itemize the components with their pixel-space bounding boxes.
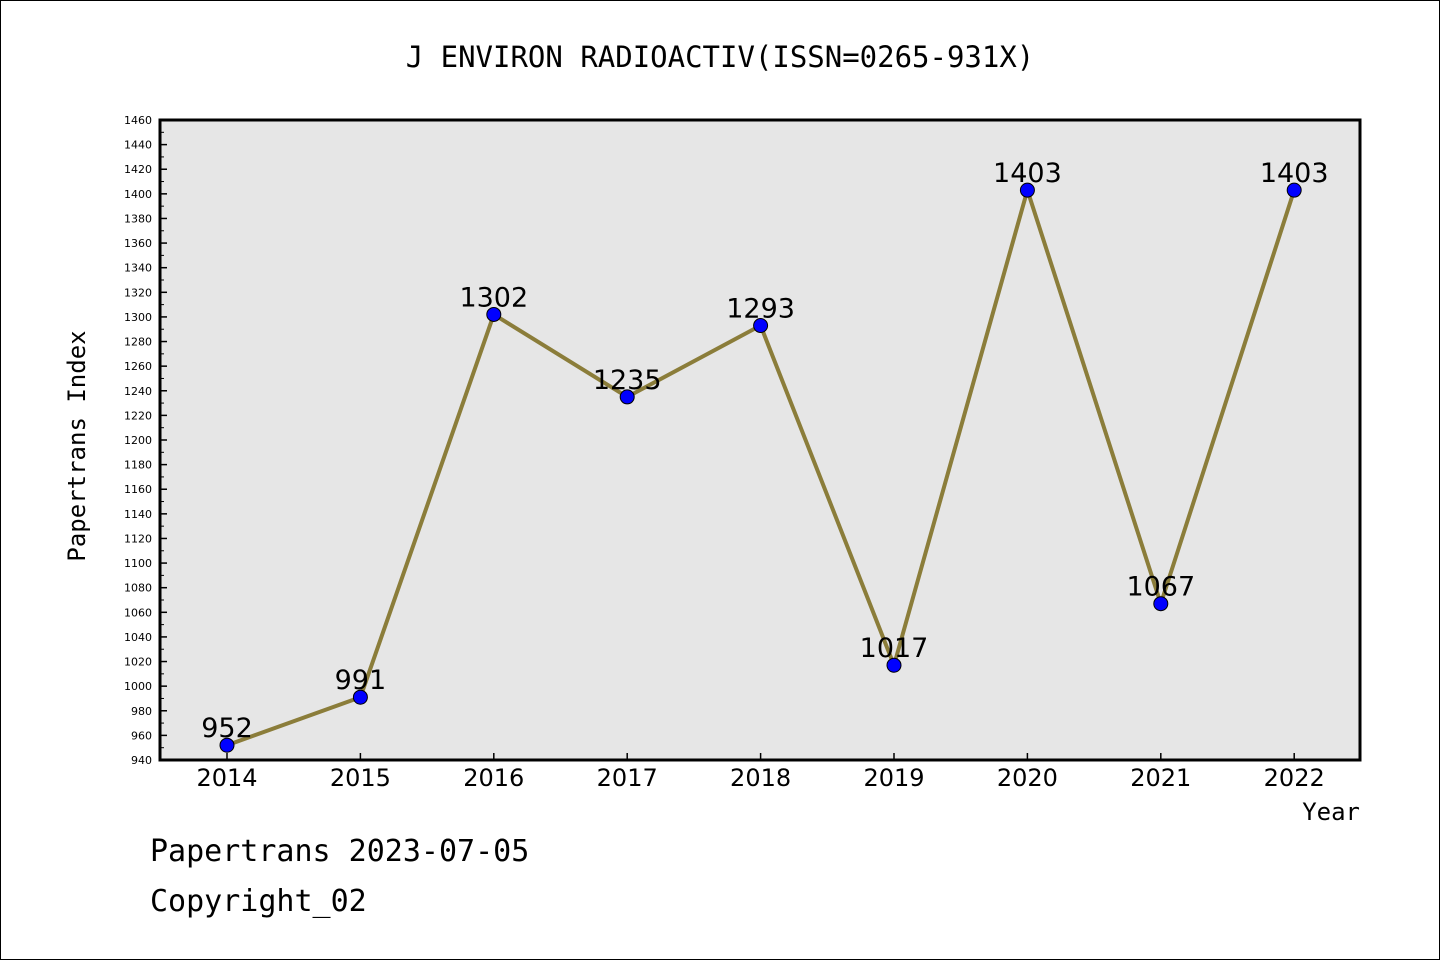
data-point [753,318,769,334]
x-tick-label: 2016 [463,764,524,792]
y-tick-label: 1220 [124,409,152,422]
y-tick-label: 1160 [124,483,152,496]
y-tick-label: 1340 [124,262,152,275]
y-tick-label: 1440 [124,139,152,152]
y-tick-label: 1460 [124,114,152,127]
data-point [1019,182,1035,198]
y-tick-label: 1060 [124,606,152,619]
y-tick-label: 1360 [124,237,152,250]
x-tick-label: 2019 [863,764,924,792]
x-axis-label: Year [1302,798,1360,826]
y-tick-label: 1320 [124,286,152,299]
y-tick-label: 960 [131,729,152,742]
y-tick-label: 1240 [124,385,152,398]
data-label: 1403 [1260,158,1329,189]
y-axis-label: Papertrans Index [63,330,91,561]
y-tick-label: 1080 [124,582,152,595]
data-labels: 952 991 1302 1235 1293 1017 1403 1067 1403 [201,158,1328,744]
y-axis: 940 960 980 1000 1020 1040 1060 1080 1100 1120 114… [124,114,167,767]
y-tick-label: 1140 [124,508,152,521]
y-tick-label: 1040 [124,631,152,644]
y-tick-label: 940 [131,754,152,767]
x-tick-label: 2015 [330,764,391,792]
y-tick-label: 1420 [124,163,152,176]
y-tick-label: 1180 [124,459,152,472]
footer-date: Papertrans 2023-07-05 [150,834,530,869]
data-label: 1293 [726,294,795,325]
plot-area [158,118,1362,762]
y-tick-label: 1020 [124,656,152,669]
x-tick-label: 2017 [597,764,658,792]
x-tick-label: 2022 [1264,764,1325,792]
y-tick-label: 1300 [124,311,152,324]
x-tick-label: 2020 [997,764,1058,792]
x-tick-label: 2014 [196,764,257,792]
y-tick-label: 1120 [124,532,152,545]
data-label: 1403 [993,158,1062,189]
y-tick-label: 1380 [124,212,152,225]
y-tick-label: 1400 [124,188,152,201]
data-point [619,389,635,405]
data-label: 1017 [860,633,929,664]
data-label: 1235 [593,365,662,396]
data-label: 1067 [1126,572,1195,603]
data-point [219,737,235,753]
data-label: 1302 [459,282,528,313]
y-tick-label: 1200 [124,434,152,447]
x-tick-label: 2018 [730,764,791,792]
data-point [352,689,368,705]
data-point [486,306,502,322]
y-tick-label: 1000 [124,680,152,693]
data-point [1153,596,1169,612]
data-point [1286,182,1302,198]
data-point [886,657,902,673]
data-points [219,182,1302,753]
y-tick-label: 1100 [124,557,152,570]
y-tick-label: 1280 [124,336,152,349]
data-label: 991 [335,665,387,696]
x-axis: 2014 2015 2016 2017 2018 2019 2020 2021 2022 [196,753,1325,792]
chart-title: J ENVIRON RADIOACTIV(ISSN=0265-931X) [406,40,1035,74]
x-tick-label: 2021 [1130,764,1191,792]
y-tick-label: 1260 [124,360,152,373]
data-label: 952 [201,713,253,744]
y-tick-label: 980 [131,705,152,718]
footer-copyright: Copyright_02 [150,884,367,919]
